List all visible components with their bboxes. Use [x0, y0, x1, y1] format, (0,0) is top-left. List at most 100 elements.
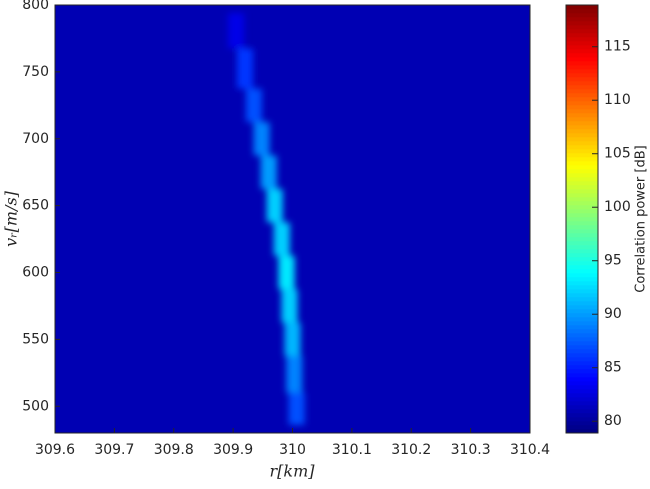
- colorbar-cell: [566, 37, 598, 42]
- colorbar-cell: [566, 157, 598, 162]
- colorbar-cell: [566, 41, 598, 46]
- colorbar-cell: [566, 213, 598, 218]
- colorbar-cell: [566, 297, 598, 302]
- colorbar-cell: [566, 245, 598, 250]
- colorbar-cell: [566, 201, 598, 206]
- colorbar-cell: [566, 269, 598, 274]
- heatmap-cell: [286, 356, 303, 393]
- colorbar-cell: [566, 161, 598, 166]
- colorbar-cell: [566, 181, 598, 186]
- colorbar-cell: [566, 429, 598, 434]
- colorbar-cell: [566, 405, 598, 410]
- x-tick-label: 309.8: [154, 442, 194, 458]
- colorbar-cell: [566, 165, 598, 170]
- colorbar-cell: [566, 209, 598, 214]
- x-tick-label: 309.9: [213, 442, 253, 458]
- colorbar-cell: [566, 57, 598, 62]
- colorbar-cell: [566, 389, 598, 394]
- x-axis-label: r[km]: [270, 462, 316, 481]
- colorbar-cell: [566, 221, 598, 226]
- colorbar-cell: [566, 17, 598, 22]
- colorbar-cell: [566, 253, 598, 258]
- heatmap-cell: [228, 13, 245, 49]
- heatmap-cell: [273, 222, 290, 256]
- colorbar-cell: [566, 237, 598, 242]
- colorbar-cell: [566, 45, 598, 50]
- colorbar-cell: [566, 333, 598, 338]
- colorbar-label: Correlation power [dB]: [634, 145, 649, 292]
- colorbar-cell: [566, 289, 598, 294]
- colorbar-cell: [566, 205, 598, 210]
- colorbar-cell: [566, 121, 598, 126]
- colorbar-cell: [566, 125, 598, 130]
- colorbar-cell: [566, 385, 598, 390]
- colorbar-cell: [566, 145, 598, 150]
- y-tick-label: 650: [22, 198, 49, 214]
- heatmap-cell: [288, 392, 305, 425]
- colorbar-cell: [566, 361, 598, 366]
- colorbar-cell: [566, 89, 598, 94]
- colorbar-tick-label: 105: [604, 146, 631, 162]
- colorbar-cell: [566, 409, 598, 414]
- x-tick-label: 310.4: [510, 442, 550, 458]
- colorbar-cell: [566, 365, 598, 370]
- colorbar-cell: [566, 261, 598, 266]
- colorbar-cell: [566, 53, 598, 58]
- colorbar-cell: [566, 153, 598, 158]
- y-tick-label: 800: [22, 0, 49, 13]
- colorbar-cell: [566, 249, 598, 254]
- colorbar-cell: [566, 417, 598, 422]
- colorbar-cell: [566, 133, 598, 138]
- colorbar-cell: [566, 329, 598, 334]
- colorbar-cell: [566, 341, 598, 346]
- x-tick-label: 309.6: [35, 442, 75, 458]
- colorbar-cell: [566, 241, 598, 246]
- colorbar-cell: [566, 377, 598, 382]
- colorbar-cell: [566, 177, 598, 182]
- colorbar-tick-label: 85: [604, 360, 622, 376]
- colorbar-cell: [566, 397, 598, 402]
- heatmap-cell: [281, 289, 298, 323]
- colorbar-cell: [566, 141, 598, 146]
- colorbar-cell: [566, 129, 598, 134]
- colorbar-cell: [566, 233, 598, 238]
- colorbar-cell: [566, 421, 598, 426]
- colorbar-cell: [566, 105, 598, 110]
- x-tick-label: 309.7: [94, 442, 134, 458]
- colorbar-cell: [566, 85, 598, 90]
- colorbar-tick-label: 115: [604, 39, 631, 55]
- heatmap-cell: [245, 88, 262, 123]
- colorbar-cell: [566, 393, 598, 398]
- x-tick-label: 310.2: [391, 442, 431, 458]
- colorbar-cell: [566, 81, 598, 86]
- heatmap-cell: [266, 188, 283, 223]
- heatmap: [228, 13, 305, 425]
- colorbar-cell: [566, 169, 598, 174]
- colorbar-cell: [566, 337, 598, 342]
- colorbar-cell: [566, 353, 598, 358]
- colorbar-tick-label: 90: [604, 306, 622, 322]
- colorbar-cell: [566, 9, 598, 14]
- colorbar-cell: [566, 117, 598, 122]
- colorbar-cell: [566, 13, 598, 18]
- colorbar-cell: [566, 25, 598, 30]
- y-tick-label: 550: [22, 331, 49, 347]
- colorbar-cell: [566, 313, 598, 318]
- colorbar-cell: [566, 73, 598, 78]
- colorbar-cell: [566, 97, 598, 102]
- heatmap-cell: [284, 322, 301, 357]
- colorbar-cell: [566, 281, 598, 286]
- colorbar: [566, 5, 598, 434]
- colorbar-cell: [566, 349, 598, 354]
- colorbar-cell: [566, 317, 598, 322]
- colorbar-cell: [566, 357, 598, 362]
- colorbar-cell: [566, 189, 598, 194]
- colorbar-cell: [566, 325, 598, 330]
- colorbar-cell: [566, 101, 598, 106]
- colorbar-tick-label: 100: [604, 199, 631, 215]
- heatmap-cell: [253, 122, 270, 156]
- colorbar-cell: [566, 113, 598, 118]
- heatmap-cell: [278, 255, 295, 290]
- y-axis-label: vᵣ[m/s]: [2, 190, 21, 247]
